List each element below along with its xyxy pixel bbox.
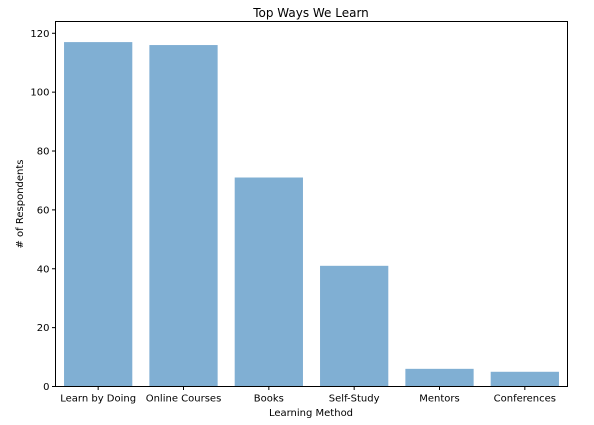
plot-frame [55,21,568,387]
x-tick-label: Online Courses [146,394,222,405]
y-axis: 0 20 40 60 80 100 120 [30,29,56,393]
bar-mentors [405,368,474,387]
y-tick-label: 60 [37,205,50,216]
y-tick-label: 100 [30,88,49,99]
bar-online-courses [149,45,218,387]
y-tick-label: 120 [30,29,49,40]
bars-group [64,42,559,387]
y-axis-label: # of Respondents [15,159,26,248]
y-tick-label: 0 [43,382,49,393]
x-tick-label: Mentors [419,394,459,405]
x-tick-label: Books [254,394,284,405]
x-tick-label: Conferences [494,394,556,405]
chart-title: Top Ways We Learn [252,6,369,20]
y-tick-label: 20 [37,323,50,334]
bar-self-study [320,265,389,387]
y-tick-label: 80 [37,147,50,158]
y-tick-label: 40 [37,264,50,275]
x-tick-label: Learn by Doing [60,394,136,405]
bar-conferences [490,371,559,387]
bar-books [234,177,303,387]
x-axis-label: Learning Method [269,408,353,419]
x-axis: Learn by Doing Online Courses Books Self-St… [60,386,556,405]
x-tick-label: Self-Study [329,394,380,405]
bar-learn-by-doing [64,42,133,387]
